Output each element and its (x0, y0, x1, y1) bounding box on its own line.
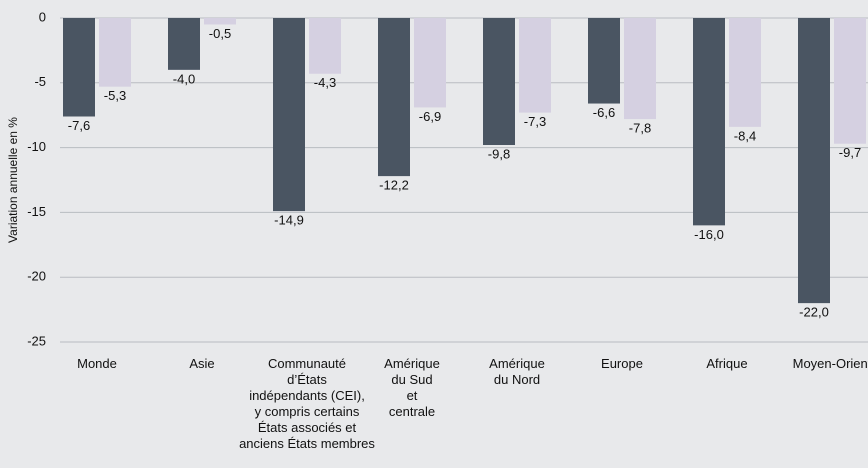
bar (729, 18, 761, 127)
bar (798, 18, 830, 304)
x-tick-label: Amérique du Sud et centrale (384, 356, 440, 419)
y-tick-label: -10 (27, 139, 46, 154)
bar (99, 18, 131, 87)
x-tick-label: Europe (601, 356, 643, 371)
bar (204, 18, 236, 25)
bar (414, 18, 446, 108)
data-label: -7,3 (524, 114, 546, 129)
x-tick-label: Communauté d’États indépendants (CEI), y… (239, 356, 375, 451)
data-label: -14,9 (274, 213, 304, 228)
bar (273, 18, 305, 212)
data-label: -5,3 (104, 88, 126, 103)
data-label: -7,6 (68, 118, 90, 133)
bar (693, 18, 725, 226)
y-axis-title: Variation annuelle en % (6, 117, 20, 243)
bar (63, 18, 95, 117)
bar (624, 18, 656, 120)
data-label: -9,8 (488, 146, 510, 161)
data-label: -4,3 (314, 75, 336, 90)
bar (834, 18, 866, 144)
x-tick-label: Afrique (706, 356, 748, 371)
y-tick-label: -20 (27, 269, 46, 284)
bar (519, 18, 551, 113)
x-tick-label: Moyen-Orient (792, 356, 868, 371)
data-label: -4,0 (173, 71, 195, 86)
data-label: -22,0 (799, 305, 829, 320)
y-tick-label: -5 (34, 74, 46, 89)
bar (588, 18, 620, 104)
data-label: -6,9 (419, 109, 441, 124)
data-label: -16,0 (694, 227, 724, 242)
data-label: -8,4 (734, 128, 756, 143)
bar (168, 18, 200, 70)
data-label: -12,2 (379, 178, 409, 193)
data-label: -9,7 (839, 145, 861, 160)
y-tick-label: 0 (39, 9, 46, 24)
x-tick-label: Asie (189, 356, 215, 371)
data-label: -7,8 (629, 121, 651, 136)
data-label: -0,5 (209, 26, 231, 41)
data-label: -6,6 (593, 105, 615, 120)
y-tick-label: -25 (27, 333, 46, 348)
x-tick-label: Amérique du Nord (489, 356, 545, 387)
bar (483, 18, 515, 146)
bar (378, 18, 410, 177)
y-tick-label: -15 (27, 204, 46, 219)
x-tick-label: Monde (77, 356, 117, 371)
bar (309, 18, 341, 74)
